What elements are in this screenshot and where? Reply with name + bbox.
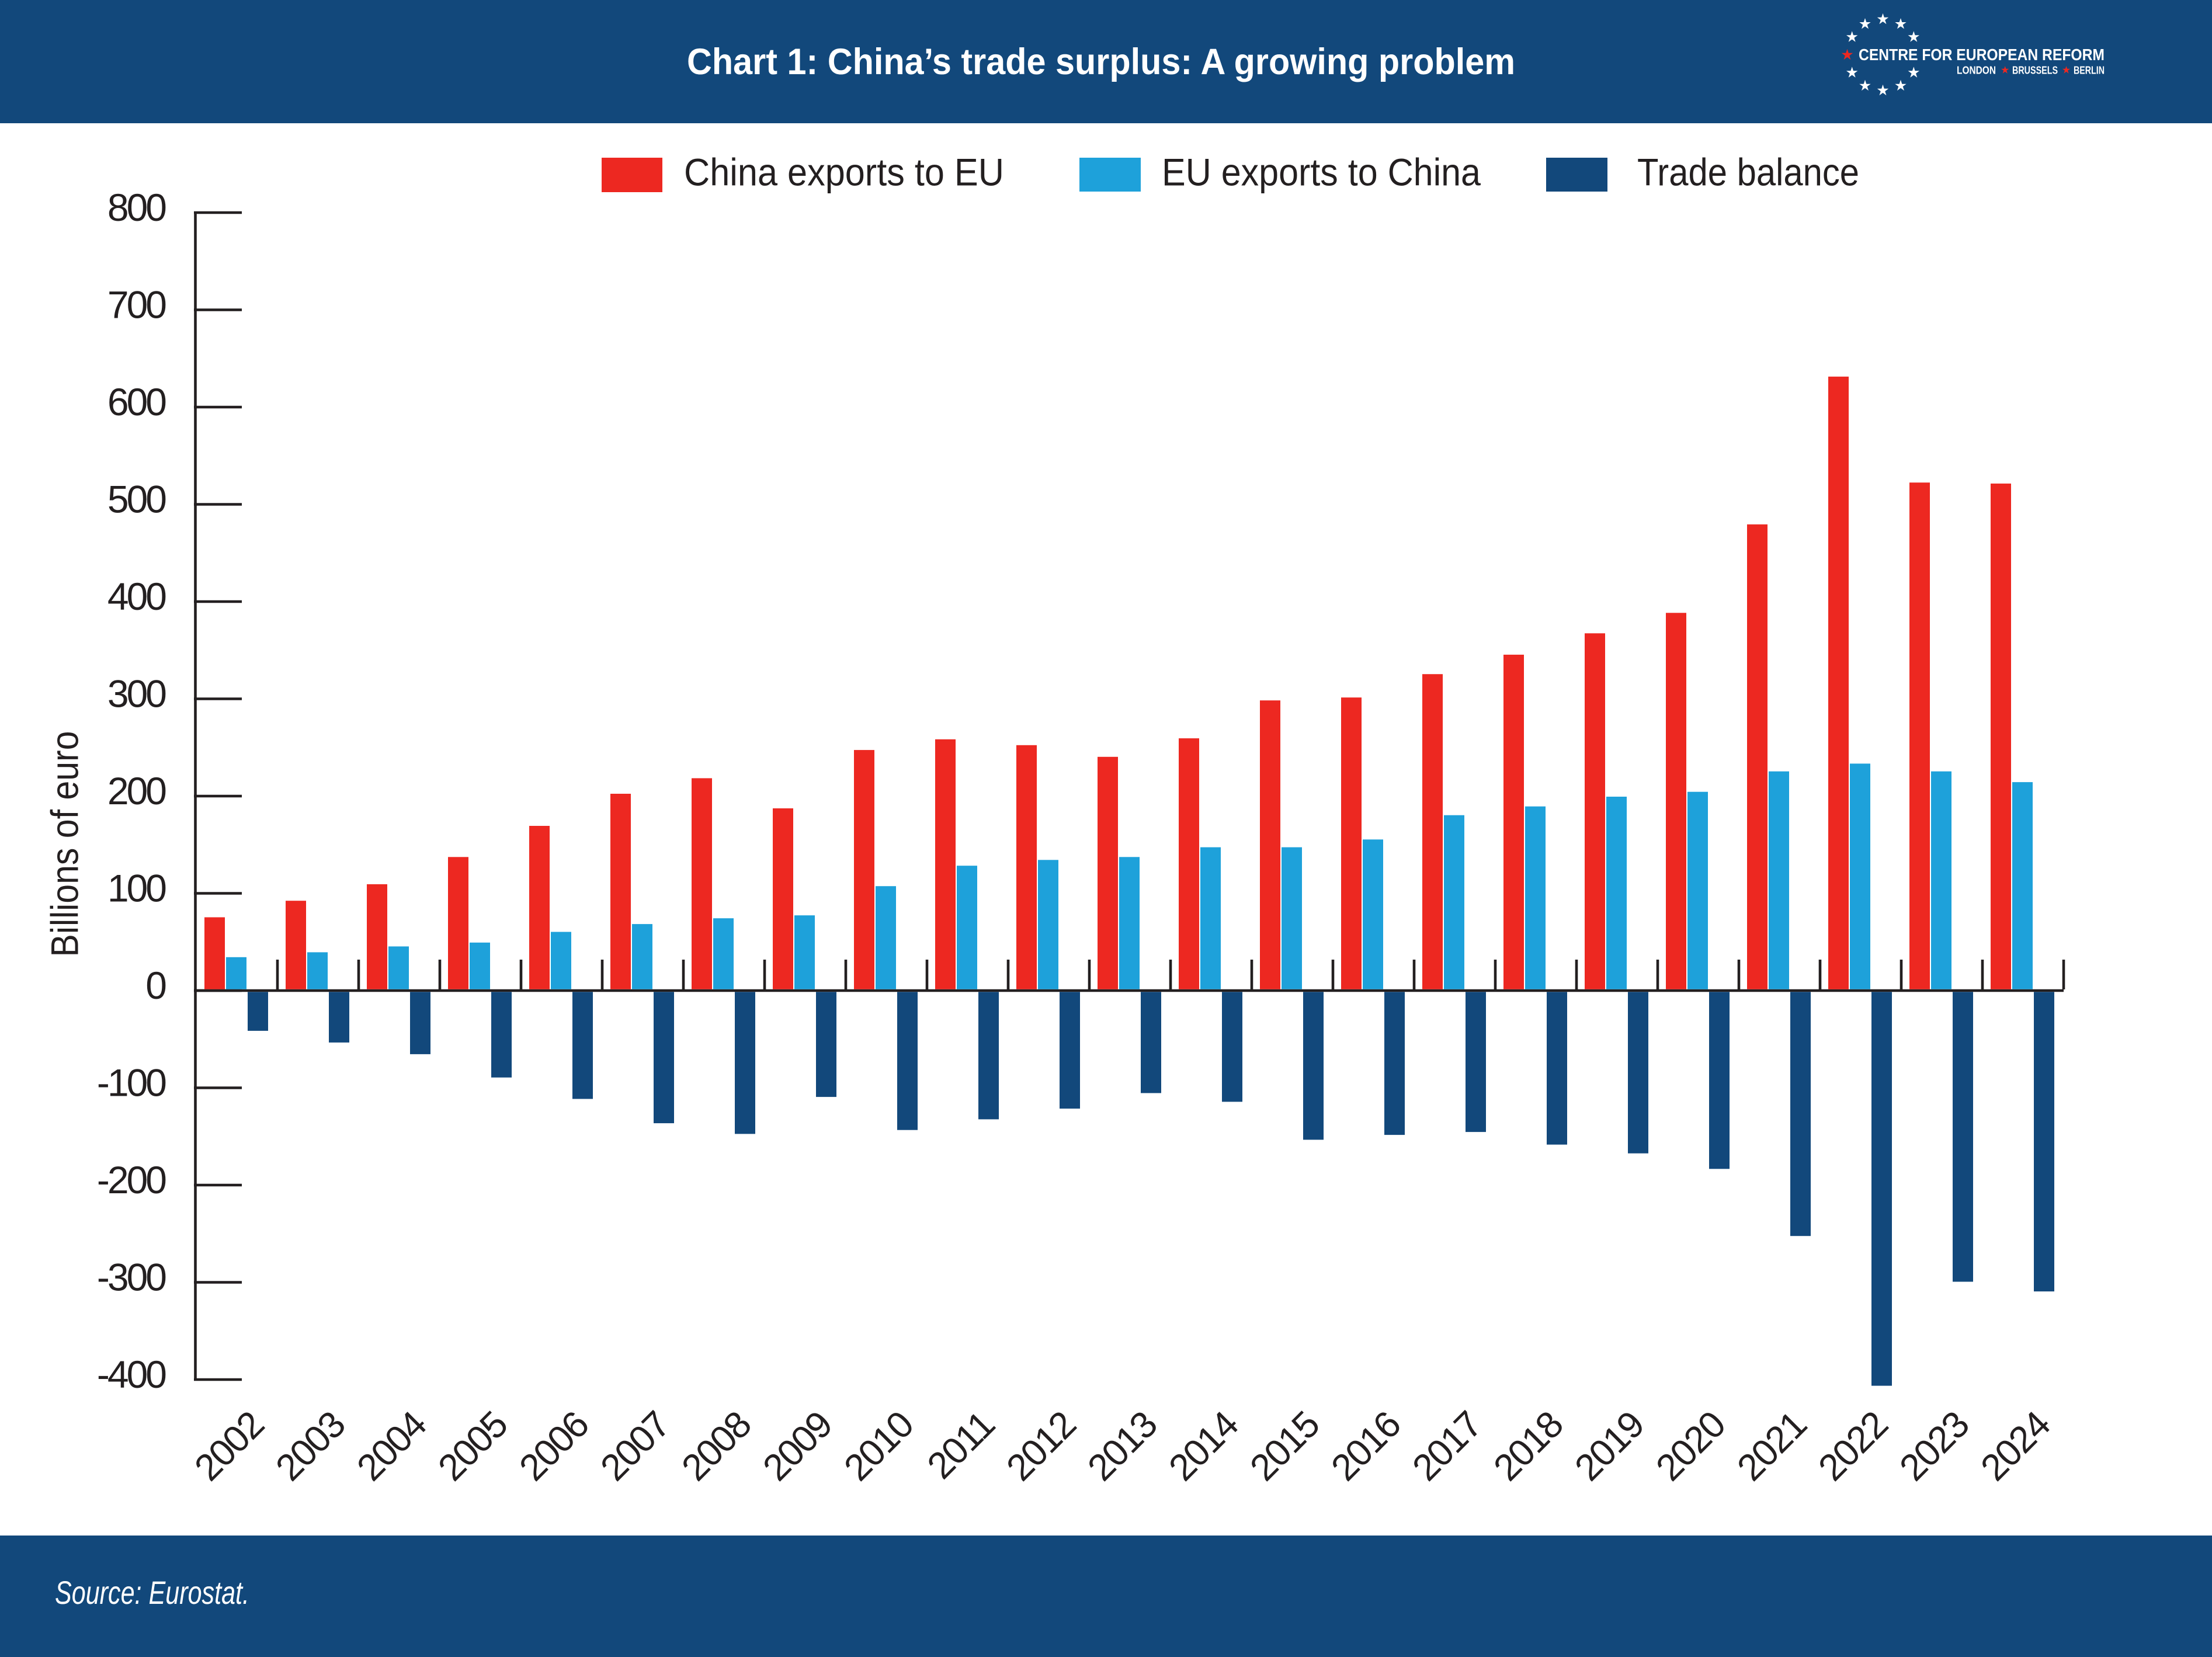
svg-text:-200: -200 [97,1158,166,1201]
svg-text:BRUSSELS: BRUSSELS [2012,64,2058,77]
svg-text:700: 700 [107,283,166,326]
svg-text:-400: -400 [97,1353,166,1396]
svg-text:800: 800 [107,186,166,229]
svg-text:CENTRE FOR EUROPEAN REFORM: CENTRE FOR EUROPEAN REFORM [1859,46,2105,64]
svg-text:BERLIN: BERLIN [2074,64,2105,77]
svg-text:Billions of euro: Billions of euro [43,731,86,957]
svg-text:600: 600 [107,380,166,423]
svg-text:500: 500 [107,478,166,521]
svg-text:Source: Eurostat.: Source: Eurostat. [55,1574,249,1611]
svg-text:China exports to EU: China exports to EU [684,151,1004,194]
svg-text:Chart 1: China’s trade surplus: Chart 1: China’s trade surplus: A growin… [687,41,1515,82]
svg-text:400: 400 [107,575,166,618]
svg-text:Trade balance: Trade balance [1637,151,1859,194]
svg-text:LONDON: LONDON [1957,64,1996,77]
svg-text:EU exports to China: EU exports to China [1162,151,1481,194]
svg-text:300: 300 [107,672,166,715]
svg-text:200: 200 [107,769,166,812]
svg-text:-100: -100 [97,1061,166,1104]
svg-text:100: 100 [107,867,166,910]
svg-text:0: 0 [145,964,166,1007]
svg-text:-300: -300 [97,1256,166,1299]
